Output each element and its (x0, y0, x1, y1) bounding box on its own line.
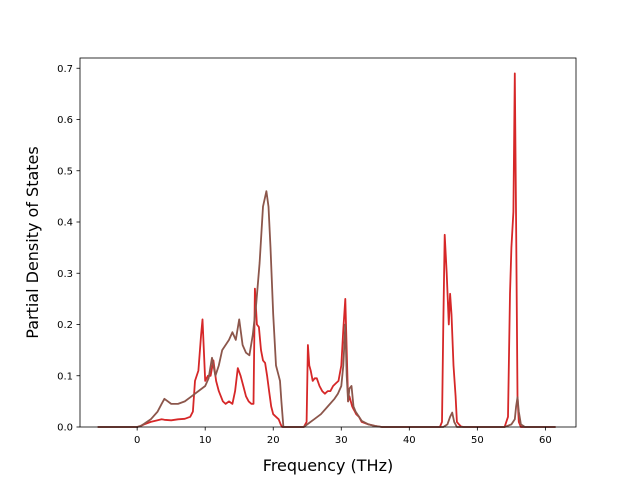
x-tick-label: 30 (335, 435, 348, 446)
x-tick-label: 50 (471, 435, 484, 446)
x-tick-label: 10 (199, 435, 212, 446)
x-axis-ticks: 0 10 20 30 40 50 60 (134, 427, 552, 446)
x-tick-label: 40 (403, 435, 416, 446)
y-tick-label: 0.2 (57, 320, 73, 331)
y-tick-label: 0.0 (57, 423, 73, 434)
y-tick-label: 0.7 (57, 64, 73, 75)
x-tick-label: 60 (539, 435, 552, 446)
plot-frame (79, 57, 577, 428)
x-tick-label: 20 (267, 435, 280, 446)
y-tick-label: 0.6 (57, 115, 73, 126)
y-tick-label: 0.1 (57, 371, 73, 382)
y-axis-ticks: 0.0 0.1 0.2 0.3 0.4 0.5 0.6 0.7 (57, 64, 80, 434)
y-tick-label: 0.4 (57, 218, 73, 229)
x-axis-label: Frequency (THz) (263, 456, 393, 475)
y-axis-label: Partial Density of States (23, 146, 42, 338)
y-tick-label: 0.5 (57, 166, 73, 177)
x-tick-label: 0 (134, 435, 140, 446)
y-tick-label: 0.3 (57, 269, 73, 280)
series-line-1 (97, 72, 556, 428)
